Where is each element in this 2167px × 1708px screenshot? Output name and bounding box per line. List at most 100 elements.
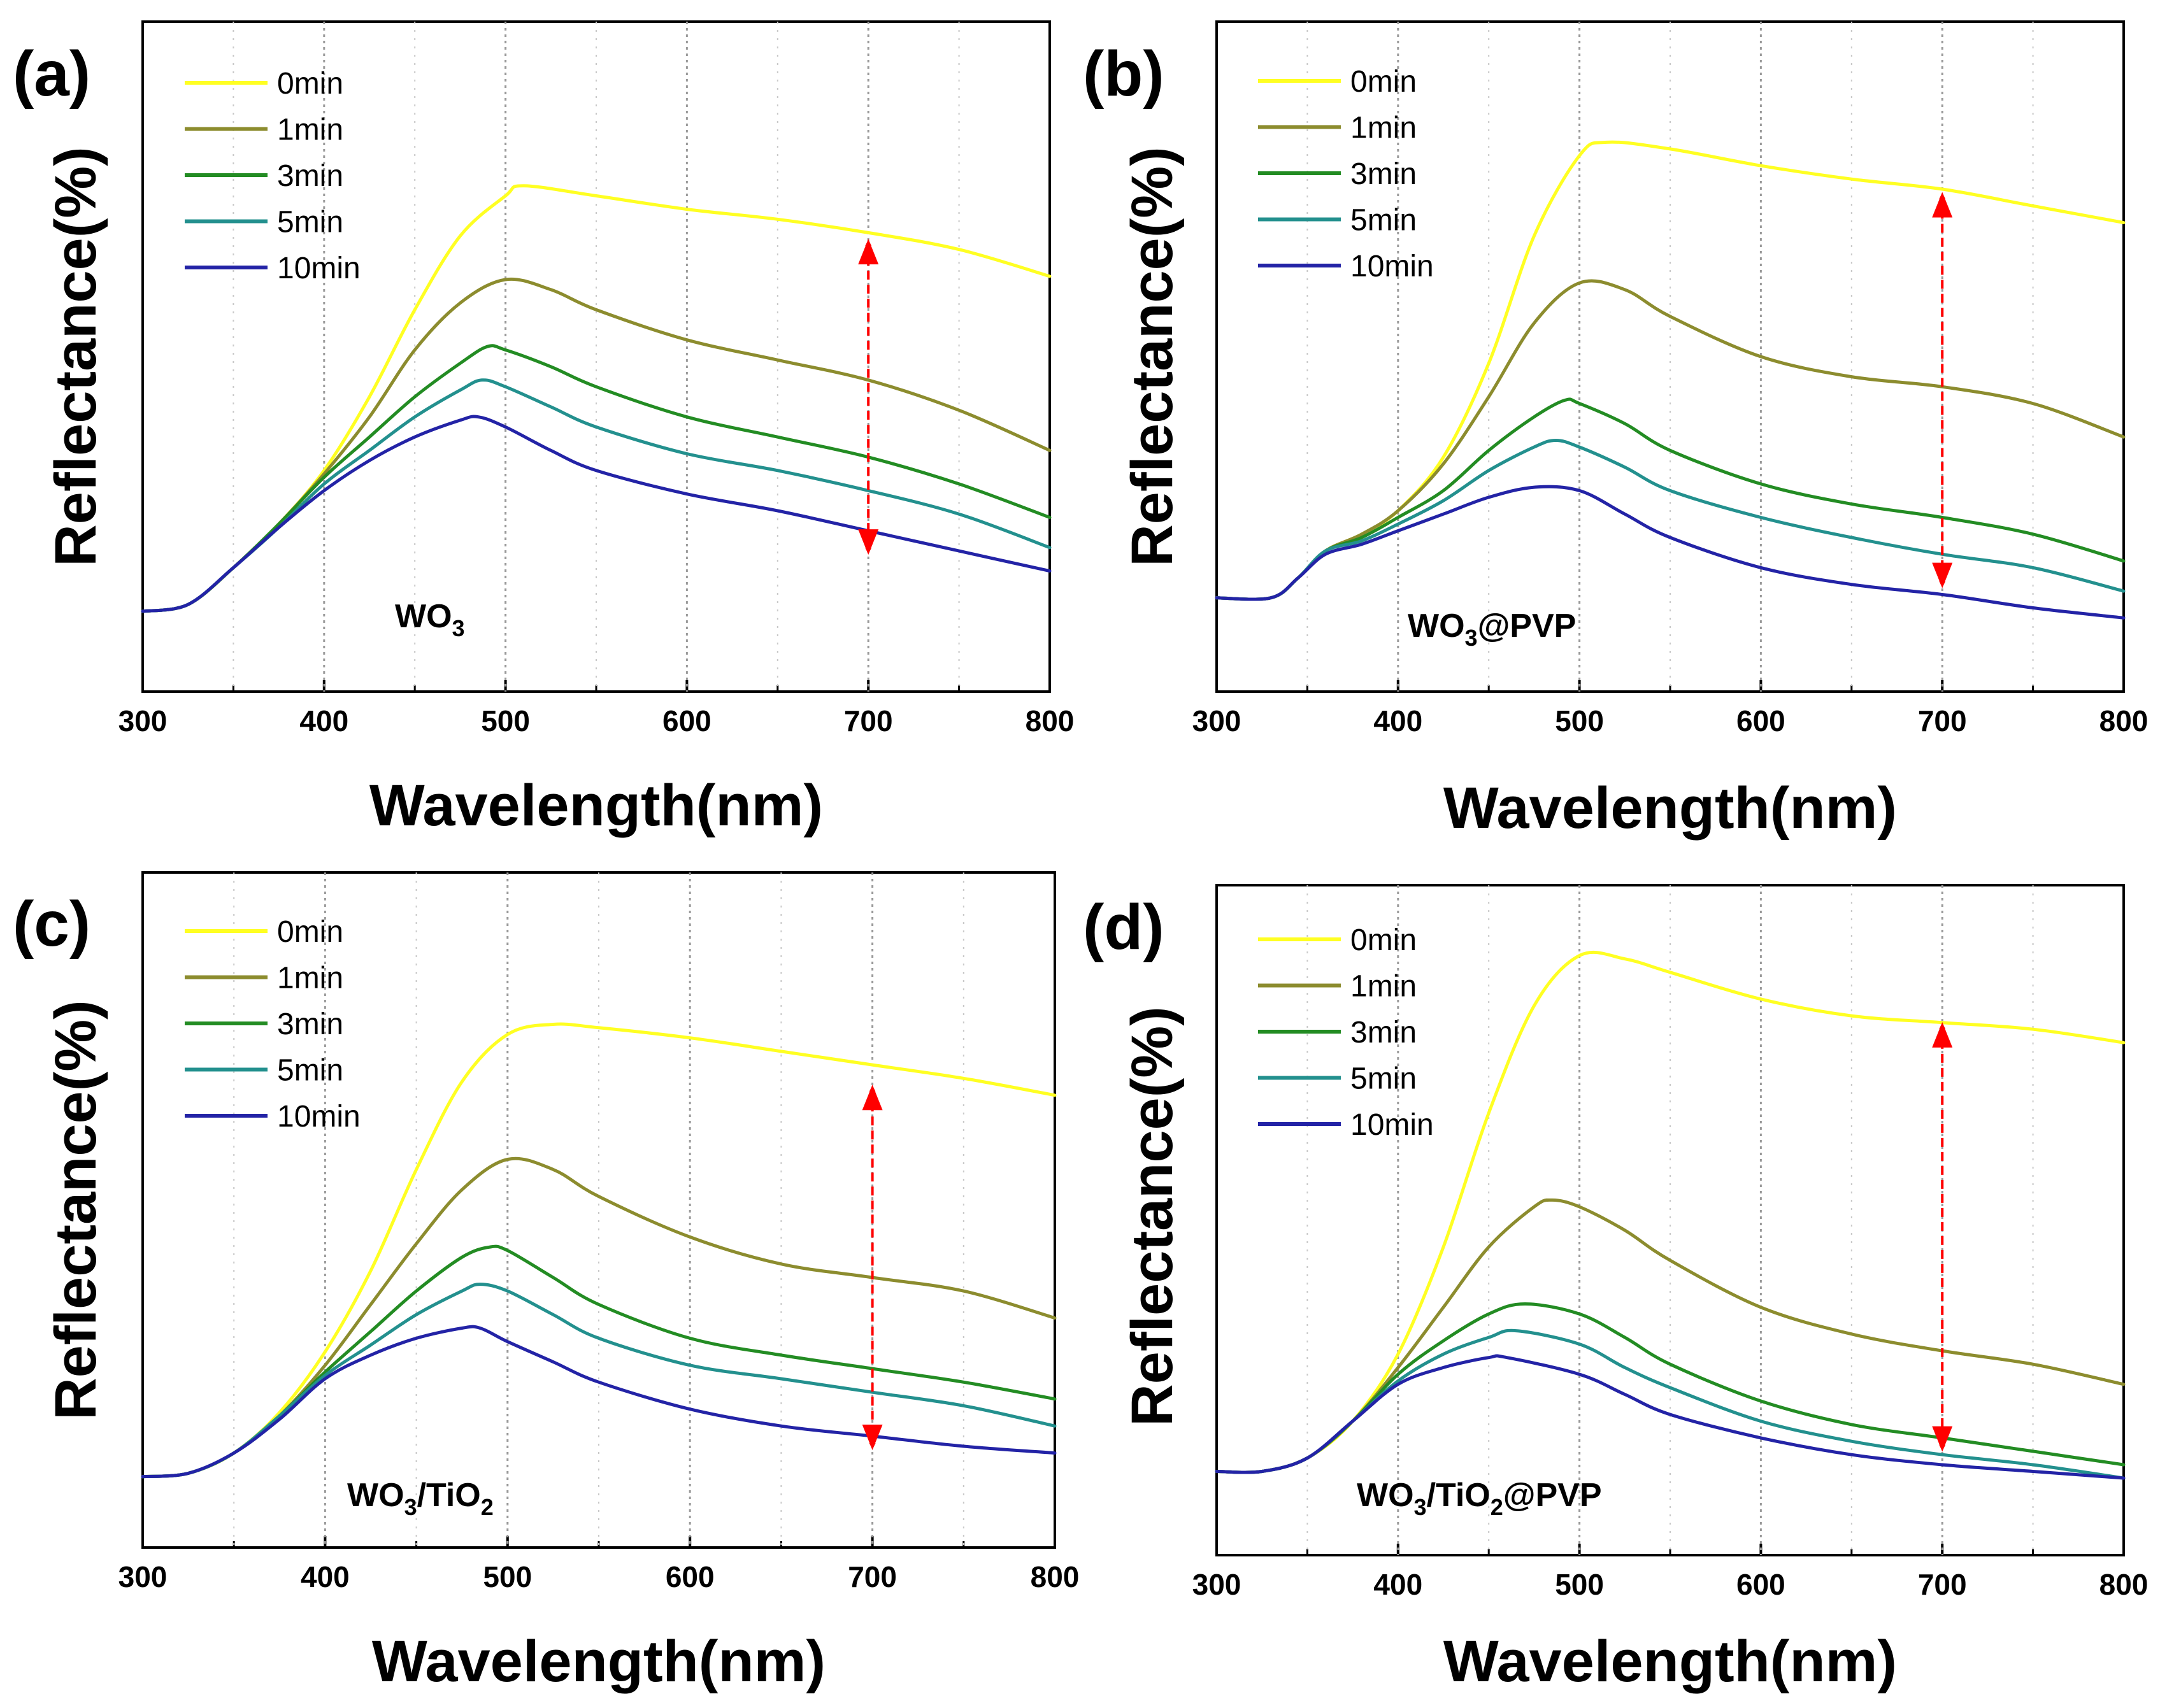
data-lines	[1215, 140, 2126, 620]
series-line-3min	[141, 344, 1052, 613]
arrow-head	[858, 529, 879, 555]
x-tick-label: 600	[662, 704, 712, 737]
x-ticks: 300 400 500 600 700 800	[1192, 1544, 2149, 1601]
x-tick-label: 800	[1026, 704, 1075, 737]
x-tick-label: 700	[1918, 1568, 1967, 1601]
y-axis-label: Reflectance(%)	[1120, 146, 1185, 567]
x-tick-label: 800	[2099, 1568, 2149, 1601]
panel-label: (d)	[1083, 892, 1164, 963]
arrow-head	[862, 1425, 883, 1450]
series-line-10min	[1215, 485, 2126, 620]
x-tick-label: 600	[1736, 1568, 1785, 1601]
red-arrow	[1932, 192, 1953, 588]
panel-label: (c)	[13, 888, 90, 960]
data-lines	[141, 1022, 1057, 1479]
x-ticks: 300 400 500 600 700 800	[1192, 680, 2149, 737]
x-tick-label: 300	[1192, 1568, 1241, 1601]
legend-label-0min: 0min	[277, 915, 343, 949]
chart-panel-d: (d) Reflectance(%) Wavelength(nm) 300 400…	[1083, 884, 2149, 1694]
arrow-head	[1932, 1426, 1953, 1452]
legend-label-0min: 0min	[1350, 923, 1417, 957]
sample-label: WO3/TiO2@PVP	[1357, 1477, 1602, 1520]
legend-label-0min: 0min	[1350, 65, 1417, 99]
x-tick-label: 500	[481, 704, 530, 737]
series-line-0min	[141, 1022, 1057, 1479]
arrow-head	[1932, 562, 1953, 588]
y-axis-label: Reflectance(%)	[1120, 1006, 1185, 1427]
arrow-head	[1932, 192, 1953, 218]
x-tick-label: 800	[1031, 1560, 1080, 1593]
sample-label: WO3@PVP	[1408, 608, 1576, 651]
x-axis-label: Wavelength(nm)	[1443, 1629, 1897, 1694]
series-line-5min	[141, 1283, 1057, 1479]
x-tick-label: 700	[844, 704, 893, 737]
legend-label-10min: 10min	[277, 252, 361, 285]
legend: 0min 1min 3min 5min 10min	[1258, 923, 1434, 1142]
chart-panel-c: (c) Reflectance(%) Wavelength(nm) 300 400…	[13, 871, 1080, 1694]
x-tick-label: 500	[1555, 704, 1604, 737]
panel-label: (b)	[1083, 38, 1164, 110]
x-tick-label: 300	[118, 704, 168, 737]
chart-panel-a: (a) Reflectance(%) Wavelength(nm) 300 400…	[13, 20, 1075, 838]
data-lines	[1215, 950, 2126, 1480]
y-axis-label: Reflectance(%)	[43, 1000, 108, 1420]
red-arrow	[862, 1085, 883, 1450]
red-arrow	[1932, 1021, 1953, 1452]
legend-label-0min: 0min	[277, 67, 343, 101]
sample-label: WO3/TiO2	[347, 1477, 494, 1520]
y-axis-label: Reflectance(%)	[43, 146, 108, 567]
legend-label-1min: 1min	[1350, 111, 1417, 145]
x-axis-label: Wavelength(nm)	[372, 1629, 826, 1694]
legend-label-3min: 3min	[1350, 1016, 1417, 1050]
legend: 0min 1min 3min 5min 10min	[1258, 65, 1434, 283]
x-axis-label: Wavelength(nm)	[369, 773, 823, 838]
sample-label: WO3	[395, 598, 465, 641]
x-tick-label: 700	[1918, 704, 1967, 737]
series-line-10min	[141, 415, 1052, 613]
x-tick-label: 400	[1373, 1568, 1422, 1601]
legend-label-5min: 5min	[1350, 204, 1417, 238]
series-line-5min	[1215, 1328, 2126, 1480]
x-ticks: 300 400 500 600 700 800	[118, 1536, 1080, 1593]
legend-label-5min: 5min	[277, 1054, 343, 1088]
x-tick-label: 700	[848, 1560, 897, 1593]
legend-label-10min: 10min	[277, 1100, 361, 1134]
chart-panel-b: (b) Reflectance(%) Wavelength(nm) 300 400…	[1083, 20, 2149, 841]
x-ticks: 300 400 500 600 700 800	[118, 680, 1075, 737]
x-tick-label: 300	[118, 1560, 168, 1593]
legend-label-10min: 10min	[1350, 250, 1434, 283]
x-tick-label: 800	[2099, 704, 2149, 737]
legend: 0min 1min 3min 5min 10min	[185, 915, 361, 1134]
data-lines	[141, 184, 1052, 613]
x-tick-label: 400	[299, 704, 348, 737]
legend-label-3min: 3min	[277, 159, 343, 193]
legend-label-5min: 5min	[277, 206, 343, 239]
x-tick-label: 400	[1373, 704, 1422, 737]
series-line-10min	[141, 1325, 1057, 1479]
legend-label-1min: 1min	[277, 113, 343, 147]
series-line-1min	[1215, 1198, 2126, 1474]
series-line-5min	[1215, 439, 2126, 601]
legend-label-5min: 5min	[1350, 1062, 1417, 1096]
x-tick-label: 300	[1192, 704, 1241, 737]
arrow-head	[858, 239, 879, 265]
x-tick-label: 500	[1555, 1568, 1604, 1601]
legend-label-1min: 1min	[1350, 970, 1417, 1004]
series-line-10min	[1215, 1354, 2126, 1480]
x-tick-label: 500	[483, 1560, 532, 1593]
legend-label-1min: 1min	[277, 962, 343, 995]
arrow-head	[862, 1085, 883, 1111]
legend-label-3min: 3min	[277, 1007, 343, 1041]
x-tick-label: 600	[666, 1560, 715, 1593]
arrow-head	[1932, 1021, 1953, 1048]
legend: 0min 1min 3min 5min 10min	[185, 67, 361, 285]
red-arrow	[858, 239, 879, 555]
x-tick-label: 600	[1736, 704, 1785, 737]
x-tick-label: 400	[301, 1560, 350, 1593]
x-axis-label: Wavelength(nm)	[1443, 776, 1897, 841]
legend-label-10min: 10min	[1350, 1108, 1434, 1142]
panel-label: (a)	[13, 38, 90, 110]
series-line-0min	[141, 184, 1052, 613]
legend-label-3min: 3min	[1350, 157, 1417, 191]
